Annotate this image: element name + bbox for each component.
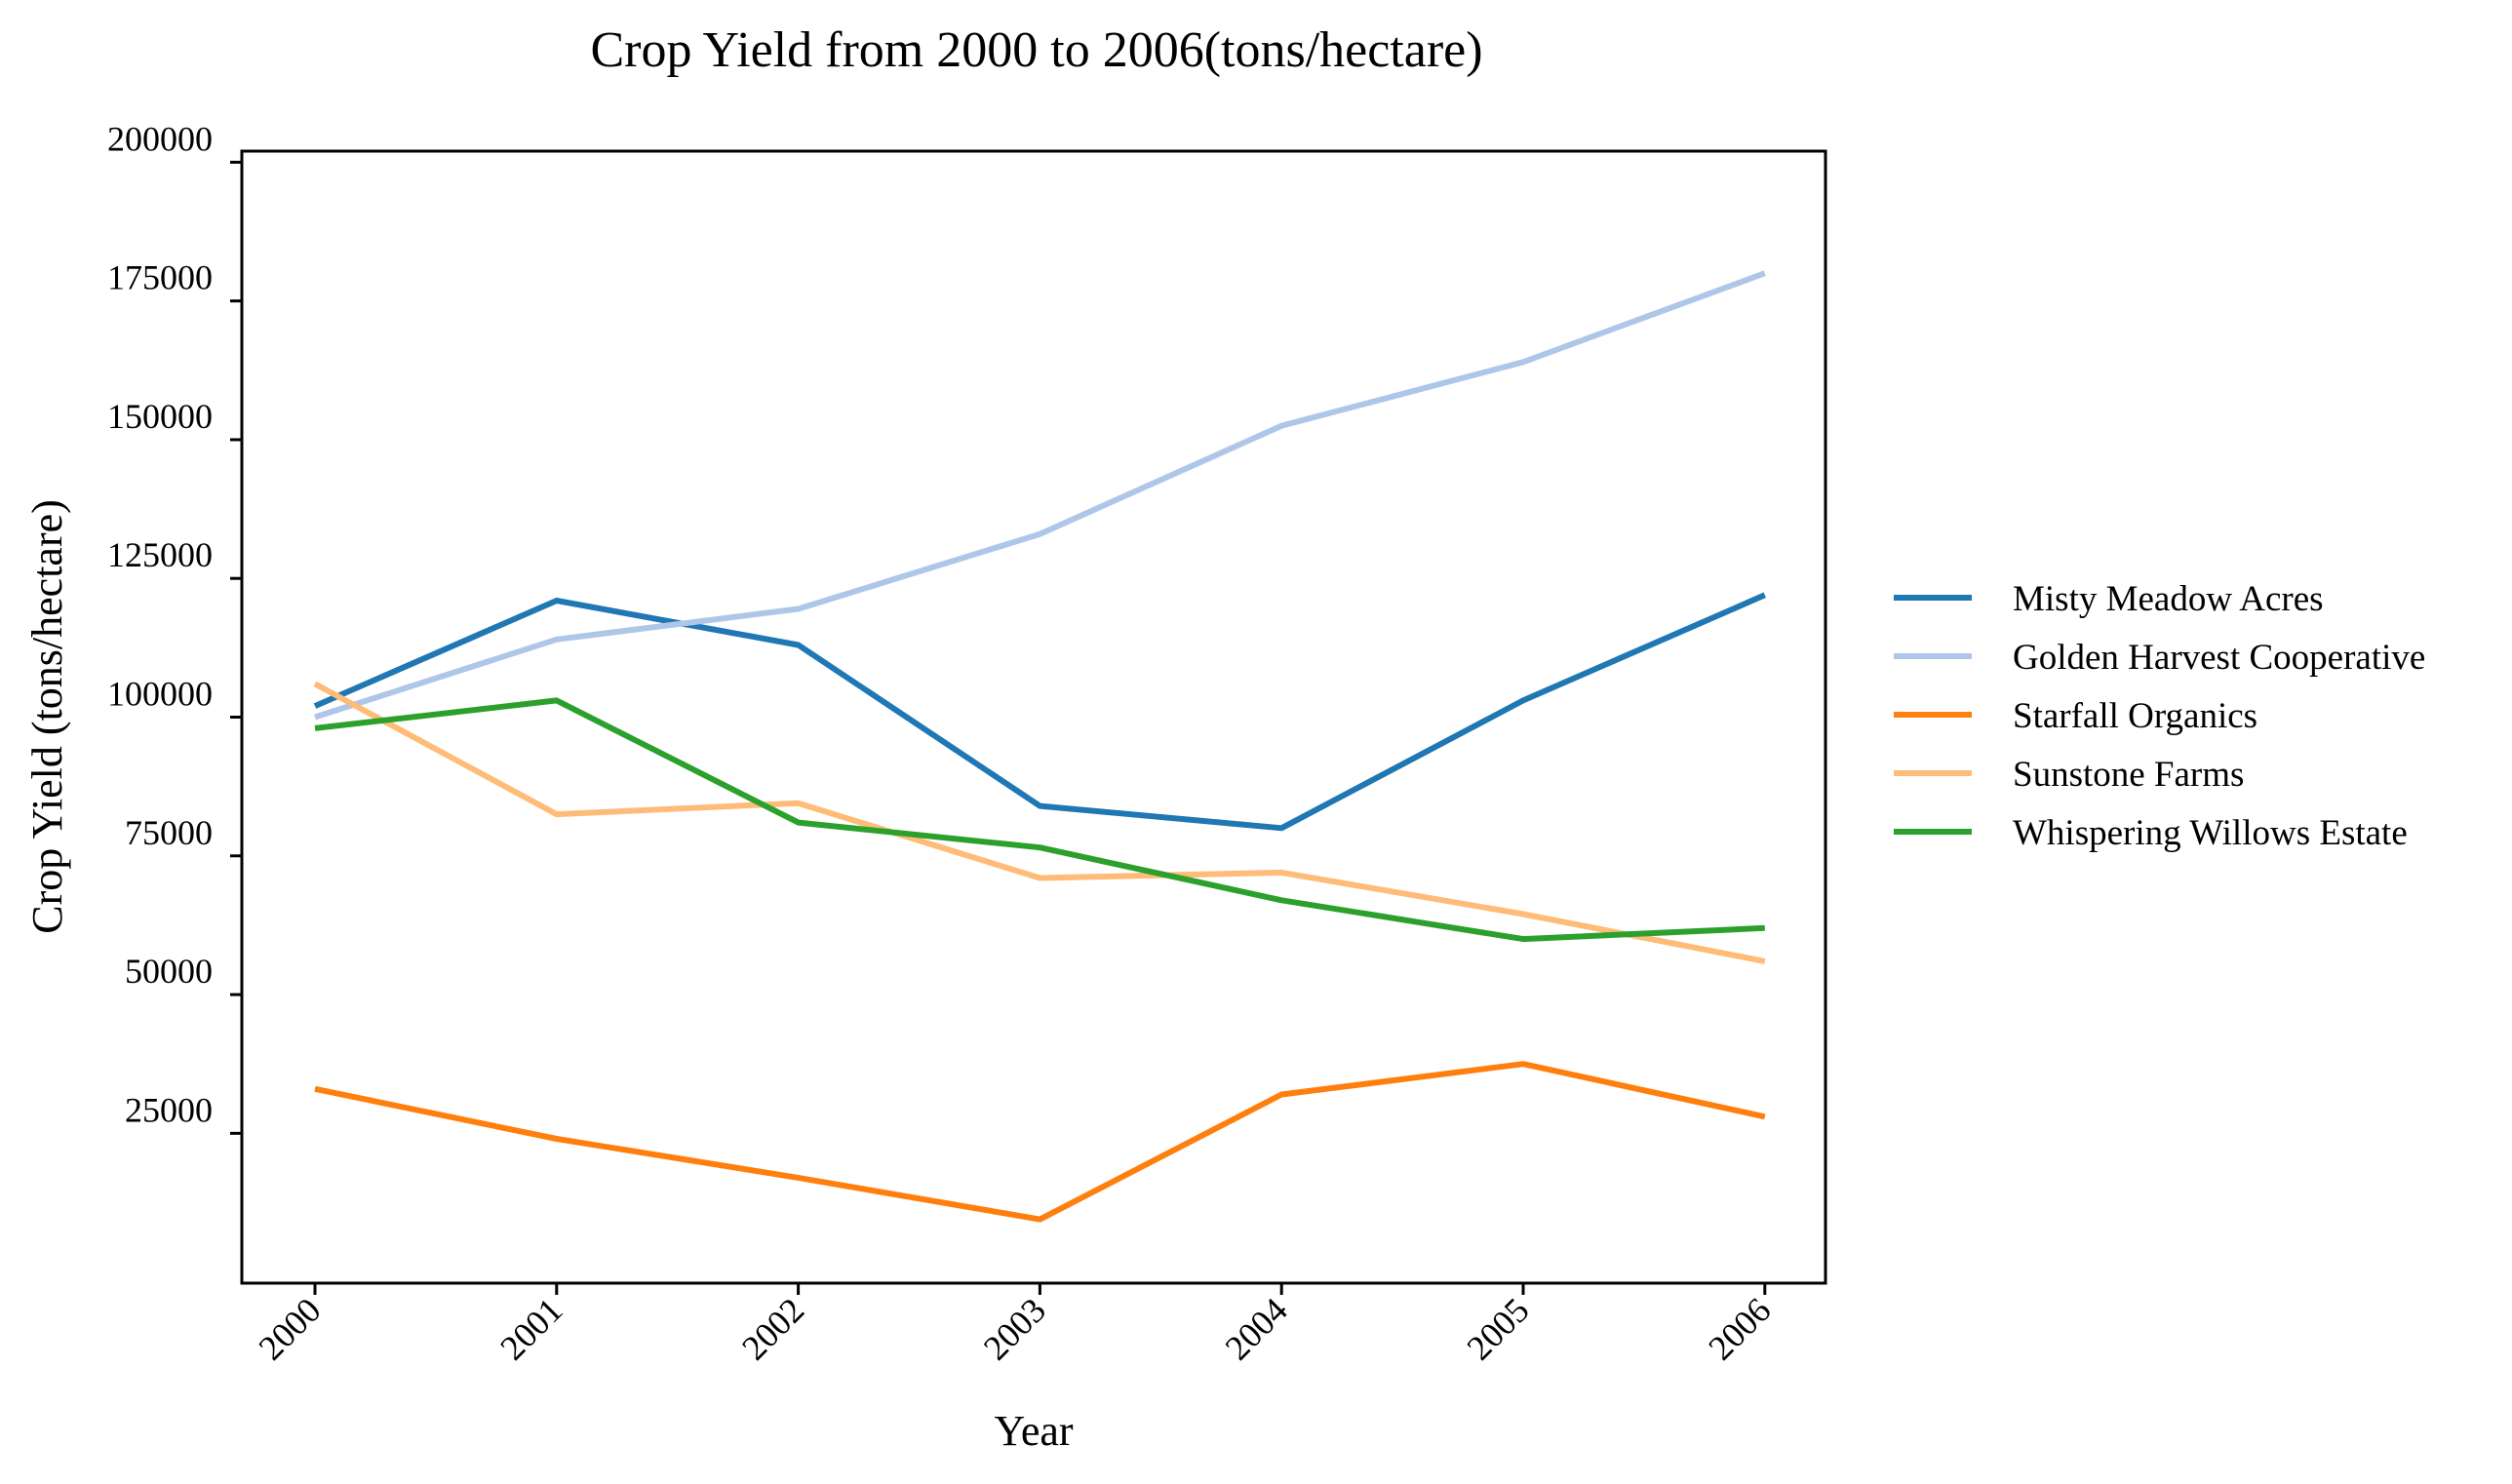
legend-item: Sunstone Farms [1894,755,2244,795]
legend-item: Misty Meadow Acres [1894,579,2324,619]
x-tick-label: 2005 [1459,1290,1536,1367]
y-axis-label: Crop Yield (tons/hectare) [23,499,71,934]
x-tick-label: 2006 [1701,1290,1778,1367]
y-tick-label: 150000 [107,397,213,436]
x-tick-label: 2002 [734,1290,811,1367]
legend: Misty Meadow Acres Golden Harvest Coopera… [1894,579,2425,853]
y-axis: 25000 50000 75000 100000 125000 150000 175000 2… [107,119,242,1135]
y-tick-label: 50000 [125,952,213,991]
y-tick-label: 75000 [125,813,213,852]
legend-item: Starfall Organics [1894,696,2257,736]
y-tick-label: 100000 [107,675,213,714]
x-axis: 2000 2001 2002 2003 2004 2005 2006 [251,1283,1778,1368]
legend-label: Whispering Willows Estate [2013,813,2408,853]
y-tick-label: 200000 [107,119,213,158]
x-tick-label: 2004 [1218,1290,1295,1367]
series-line-sunstone-farms [313,681,1766,964]
series-lines [313,270,1766,1223]
legend-label: Starfall Organics [2013,696,2257,736]
legend-item: Golden Harvest Cooperative [1894,638,2425,678]
legend-item: Whispering Willows Estate [1894,813,2408,853]
x-tick-label: 2000 [251,1290,328,1367]
series-line-misty-meadow-acres [313,592,1766,832]
chart-title: Crop Yield from 2000 to 2006(tons/hectar… [590,22,1482,78]
legend-label: Sunstone Farms [2013,755,2244,795]
legend-label: Misty Meadow Acres [2013,579,2324,619]
plot-area-frame [240,149,1827,1285]
series-line-golden-harvest-cooperative [314,270,1766,721]
series-line-whispering-willows-estate [314,697,1765,943]
y-tick-label: 125000 [107,535,213,574]
x-tick-label: 2001 [492,1290,569,1367]
legend-label: Golden Harvest Cooperative [2013,638,2425,678]
x-axis-label: Year [994,1407,1073,1455]
x-tick-label: 2003 [976,1290,1053,1367]
y-tick-label: 175000 [107,258,213,297]
y-tick-label: 25000 [125,1090,213,1129]
series-line-starfall-organics [314,1061,1766,1223]
